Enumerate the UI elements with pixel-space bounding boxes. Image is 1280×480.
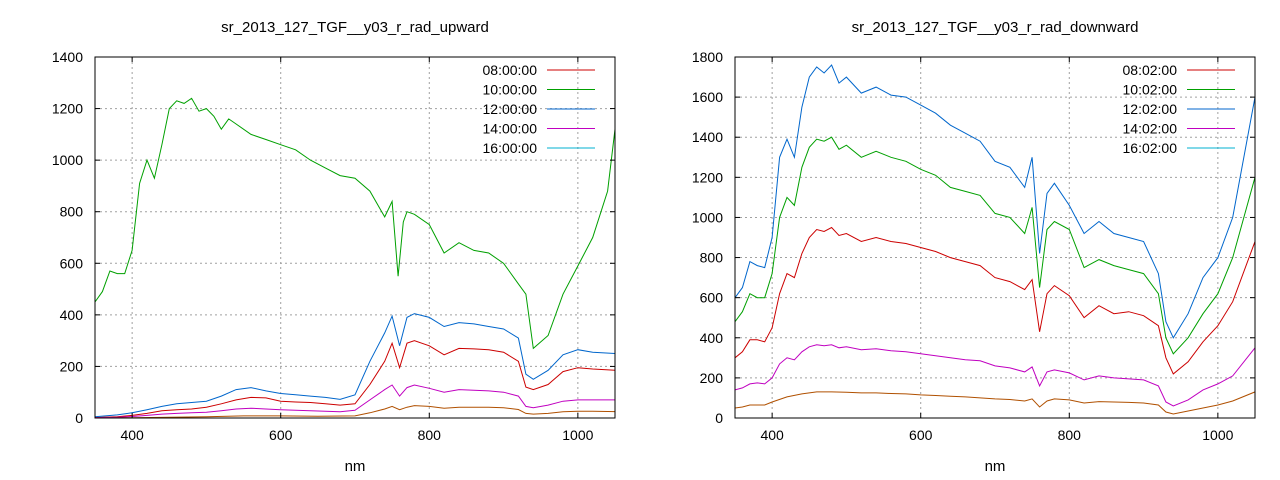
legend-label: 16:00:00 — [483, 140, 538, 156]
legend-label: 12:00:00 — [483, 101, 538, 117]
chart-downward: sr_2013_127_TGF__y03_r_rad_downward nm 4… — [692, 19, 1256, 475]
x-tick-label: 400 — [760, 427, 784, 443]
y-tick-label: 200 — [60, 358, 84, 374]
legend-label: 10:00:00 — [483, 82, 538, 98]
y-tick-label: 1800 — [692, 49, 723, 65]
x-axis-label: nm — [985, 458, 1006, 475]
plot-frame — [94, 56, 616, 419]
legend: 08:00:00 10:00:00 12:00:00 14:00:00 16:00:00 — [483, 62, 595, 156]
legend-label: 14:00:00 — [483, 121, 538, 137]
x-tick-label: 800 — [418, 427, 442, 443]
legend-label: 08:00:00 — [483, 62, 538, 78]
series-line-2 — [735, 64, 1255, 339]
legend-label: 14:02:00 — [1123, 121, 1178, 137]
y-tick-label: 400 — [60, 307, 84, 323]
series-line-5 — [95, 405, 615, 418]
x-tick-label: 400 — [120, 427, 144, 443]
series-line-5 — [735, 391, 1255, 415]
y-tick-label: 400 — [700, 330, 724, 346]
chart-title: sr_2013_127_TGF__y03_r_rad_upward — [221, 19, 489, 36]
legend-label: 12:02:00 — [1123, 101, 1178, 117]
y-tick-label: 1200 — [52, 101, 83, 117]
y-tick-label: 1600 — [692, 89, 723, 105]
y-tick-label: 200 — [700, 370, 724, 386]
y-tick-label: 1400 — [52, 49, 83, 65]
x-tick-label: 1000 — [1202, 427, 1233, 443]
x-tick-label: 800 — [1058, 427, 1082, 443]
legend-label: 16:02:00 — [1123, 140, 1178, 156]
y-tick-label: 0 — [715, 410, 723, 426]
y-tick-label: 1200 — [692, 169, 723, 185]
x-axis-label: nm — [345, 458, 366, 475]
plot-frame — [734, 56, 1256, 419]
x-tick-label: 1000 — [562, 427, 593, 443]
series-line-1 — [95, 97, 615, 350]
y-tick-label: 600 — [60, 255, 84, 271]
y-tick-label: 1000 — [52, 152, 83, 168]
y-tick-label: 1400 — [692, 129, 723, 145]
series-line-0 — [735, 226, 1255, 375]
legend-label: 10:02:00 — [1123, 82, 1178, 98]
x-tick-label: 600 — [269, 427, 293, 443]
chart-upward: sr_2013_127_TGF__y03_r_rad_upward nm 400… — [52, 19, 616, 475]
series-line-1 — [735, 136, 1255, 355]
y-tick-label: 0 — [75, 410, 83, 426]
y-tick-label: 800 — [700, 250, 724, 266]
y-tick-label: 600 — [700, 290, 724, 306]
y-tick-label: 800 — [60, 204, 84, 220]
legend-label: 08:02:00 — [1123, 62, 1178, 78]
y-tick-label: 1000 — [692, 209, 723, 225]
series-line-2 — [95, 313, 615, 418]
series-line-3 — [735, 344, 1255, 407]
series-line-0 — [95, 340, 615, 418]
x-tick-label: 600 — [909, 427, 933, 443]
series-line-3 — [95, 384, 615, 418]
chart-title: sr_2013_127_TGF__y03_r_rad_downward — [852, 19, 1139, 36]
legend: 08:02:00 10:02:00 12:02:00 14:02:00 16:02:00 — [1123, 62, 1235, 156]
